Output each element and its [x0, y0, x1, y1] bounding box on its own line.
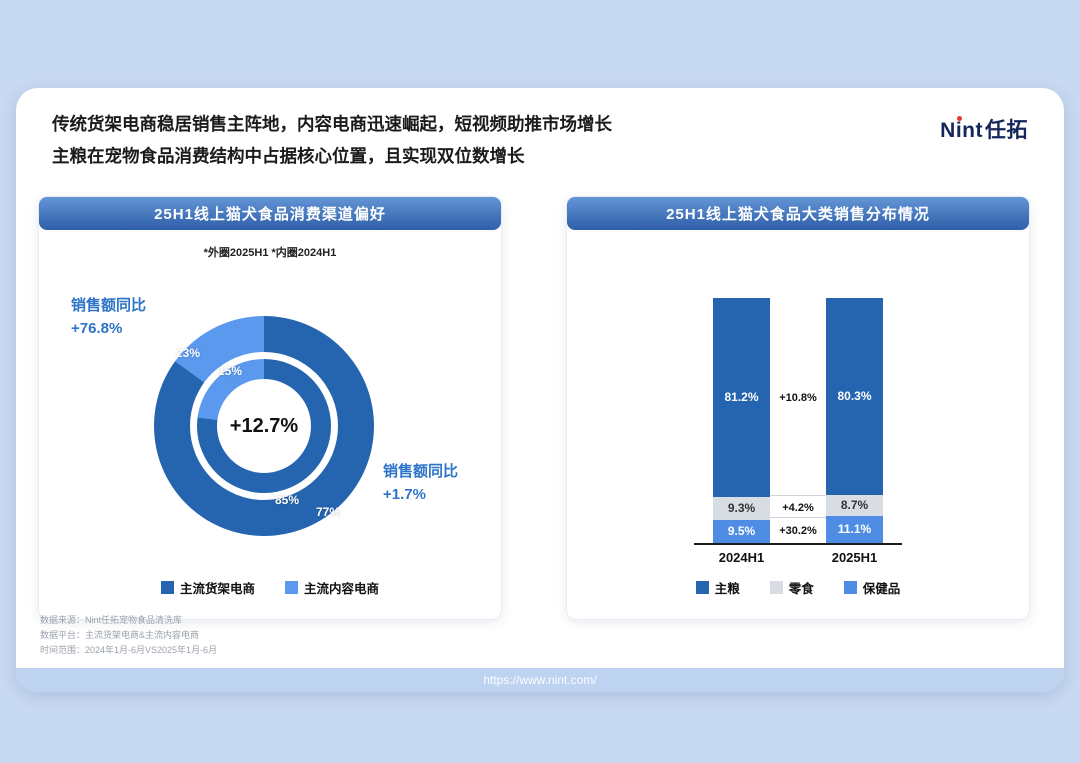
title-line-1: 传统货架电商稳居销售主阵地，内容电商迅速崛起，短视频助推市场增长 [52, 114, 612, 134]
bar-segment-主粮: 80.3% [826, 298, 883, 495]
callout-left-label: 销售额同比 [71, 297, 147, 314]
legend-label-shelf: 主流货架电商 [179, 582, 255, 596]
bars-row: 81.2% 9.3% 9.5% +30.2% +4.2% +10.8% 80.3% 8.7… [713, 298, 883, 543]
callout-right-label: 销售额同比 [383, 463, 459, 480]
legend-swatch-snacks [769, 581, 783, 594]
segment-connector-line [770, 516, 826, 518]
legend-label-supplements: 保健品 [862, 582, 901, 596]
callout-shelf-growth: 销售额同比 +1.7% [383, 460, 458, 507]
footer-notes: 数据来源：Nint任拓宠物食品清洗库 数据平台：主流货架电商&主流内容电商 时间… [40, 613, 217, 658]
bar-segment-value: 81.2% [724, 390, 759, 405]
bar-segment-value: 9.3% [727, 501, 756, 516]
legend-item-content-ecommerce: 主流内容电商 [285, 578, 379, 597]
bar-legend: 主粮 零食 保健品 [567, 578, 1029, 597]
footer-data-platform: 数据平台：主流货架电商&主流内容电商 [40, 630, 200, 641]
ring-label-outer-light: 15% [217, 364, 243, 378]
category-distribution-panel: 25H1线上猫犬食品大类销售分布情况 81.2% 9.3% 9.5% +30.2% +… [566, 196, 1030, 620]
legend-swatch-shelf [160, 581, 174, 594]
ring-label-inner-dark: 77% [315, 505, 341, 519]
right-panel-body: 81.2% 9.3% 9.5% +30.2% +4.2% +10.8% 80.3% 8.7… [567, 230, 1029, 619]
website-url: https://www.nint.com/ [16, 668, 1064, 692]
callout-right-value: +1.7% [383, 486, 426, 504]
legend-label-snacks: 零食 [788, 582, 814, 596]
ring-note: *外圈2025H1 *内圈2024H1 [203, 247, 337, 259]
left-panel-body: *外圈2025H1 *内圈2024H1 销售额同比 +76.8% +12.7% … [39, 230, 501, 619]
bar-segment-保健品: 11.1% [826, 515, 883, 543]
double-ring-donut-chart: +12.7% 23% 15% 85% 77% [154, 316, 374, 536]
bar-segment-value: 11.1% [837, 522, 872, 537]
legend-swatch-supplements [843, 581, 857, 594]
donut-center-value: +12.7% [217, 379, 311, 473]
growth-column: +30.2% +4.2% +10.8% [770, 298, 826, 543]
bar-segment-value: 9.5% [727, 524, 756, 539]
legend-item-staple-food: 主粮 [695, 578, 740, 597]
bar-segment-保健品: 9.5% [713, 519, 770, 543]
bar-segment-零食: 9.3% [713, 496, 770, 520]
bar-segment-主粮: 81.2% [713, 298, 770, 497]
footer-time-range: 时间范围：2024年1月-6月VS2025年1月-6月 [40, 645, 218, 656]
legend-label-staple: 主粮 [714, 582, 740, 596]
growth-label-主粮: +10.8% [779, 391, 817, 404]
legend-swatch-content [285, 581, 298, 594]
logo-text-cn: 任拓 [985, 119, 1028, 142]
growth-label-保健品: +30.2% [779, 525, 817, 538]
title-line-2: 主粮在宠物食品消费结构中占据核心位置，且实现双位数增长 [52, 146, 525, 167]
channel-preference-panel: 25H1线上猫犬食品消费渠道偏好 *外圈2025H1 *内圈2024H1 销售额… [38, 196, 502, 620]
donut-legend: 主流货架电商 主流内容电商 [39, 578, 501, 597]
chart-panels: 25H1线上猫犬食品消费渠道偏好 *外圈2025H1 *内圈2024H1 销售额… [38, 196, 1030, 620]
legend-item-snacks: 零食 [769, 578, 814, 597]
legend-item-shelf-ecommerce: 主流货架电商 [160, 578, 255, 597]
bar-2025H1: 80.3% 8.7% 11.1% [826, 298, 883, 543]
left-panel-title: 25H1线上猫犬食品消费渠道偏好 [39, 197, 501, 230]
logo-red-dot-icon [957, 116, 963, 121]
ring-label-outer-dark: 85% [274, 493, 300, 507]
legend-label-content: 主流内容电商 [304, 582, 380, 596]
slide-card: 传统货架电商稳居销售主阵地，内容电商迅速崛起，短视频助推市场增长 主粮在宠物食品… [16, 88, 1064, 692]
category-label-2024H1: 2024H1 [718, 550, 765, 565]
footer-data-source: 数据来源：Nint任拓宠物食品清洗库 [40, 615, 183, 626]
slide-header: 传统货架电商稳居销售主阵地，内容电商迅速崛起，短视频助推市场增长 主粮在宠物食品… [52, 108, 1028, 173]
legend-item-supplements: 保健品 [843, 578, 901, 597]
right-panel-title: 25H1线上猫犬食品大类销售分布情况 [567, 197, 1029, 230]
logo-text-en: Nint [940, 119, 983, 142]
ring-label-inner-light: 23% [175, 346, 201, 360]
bar-segment-value: 8.7% [840, 498, 869, 513]
category-labels: 2024H1 2025H1 [713, 550, 883, 565]
bar-segment-value: 80.3% [837, 389, 872, 404]
bar-2024H1: 81.2% 9.3% 9.5% [713, 298, 770, 543]
x-axis-line [694, 543, 902, 545]
category-label-spacer [770, 550, 826, 565]
stacked-bar-chart: 81.2% 9.3% 9.5% +30.2% +4.2% +10.8% 80.3% 8.7… [694, 298, 902, 565]
slide-titles: 传统货架电商稳居销售主阵地，内容电商迅速崛起，短视频助推市场增长 主粮在宠物食品… [52, 108, 612, 173]
callout-left-value: +76.8% [71, 320, 123, 338]
growth-label-零食: +4.2% [782, 501, 814, 514]
category-label-2025H1: 2025H1 [831, 550, 878, 565]
segment-connector-line [770, 494, 826, 496]
legend-swatch-staple [695, 581, 709, 594]
bar-segment-零食: 8.7% [826, 494, 883, 516]
callout-content-growth: 销售额同比 +76.8% [71, 294, 146, 341]
nint-logo: Nint任拓 [940, 114, 1028, 173]
